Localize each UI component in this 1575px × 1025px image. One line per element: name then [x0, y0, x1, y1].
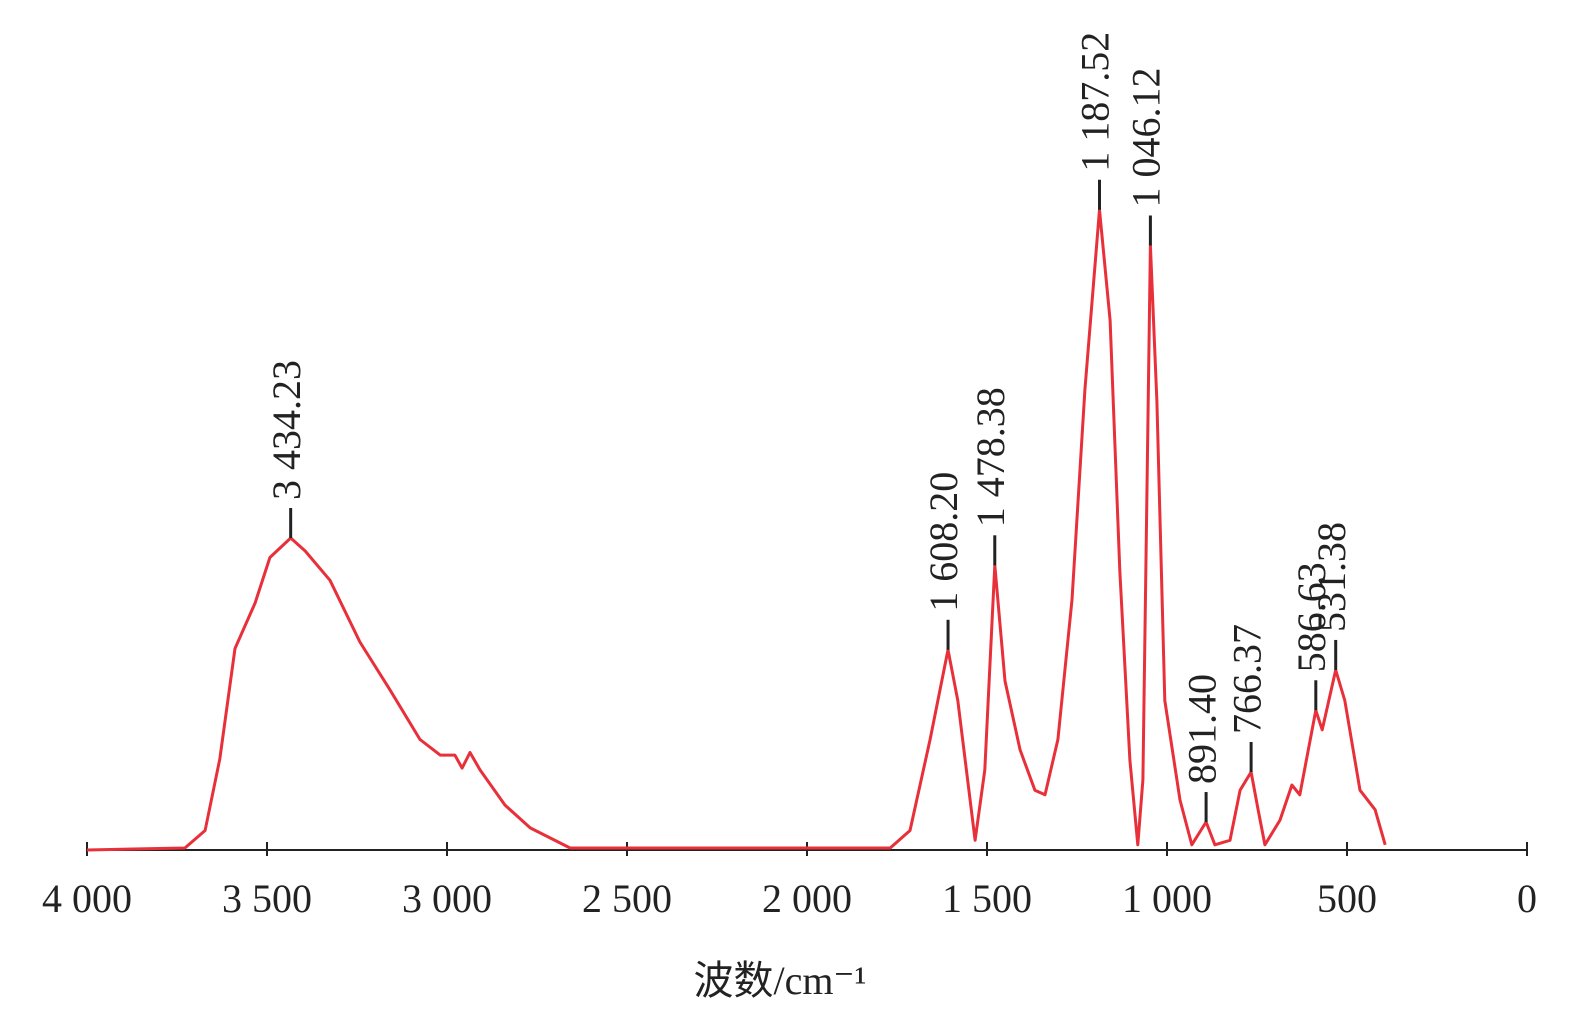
peak-label: 531.38: [1309, 522, 1354, 632]
peak-label: 1 046.12: [1124, 68, 1169, 208]
x-tick-label: 1 500: [942, 876, 1032, 921]
x-tick-label: 2 000: [762, 876, 852, 921]
peak-label: 766.37: [1224, 624, 1269, 734]
x-tick-label: 2 500: [582, 876, 672, 921]
peak-label: 1 478.38: [968, 387, 1013, 527]
x-tick-label: 1 000: [1122, 876, 1212, 921]
spectrum-line: [86, 208, 1387, 852]
peak-label: 586.63: [1289, 562, 1334, 672]
x-tick-label: 500: [1317, 876, 1377, 921]
x-tick-label: 3 000: [402, 876, 492, 921]
x-tick-label: 3 500: [222, 876, 312, 921]
peak-label: 1 608.20: [921, 472, 966, 612]
peak-label: 891.40: [1179, 674, 1224, 784]
x-axis-title: 波数/cm⁻¹: [693, 958, 866, 1003]
x-tick-label: 0: [1517, 876, 1537, 921]
peak-label: 1 187.52: [1073, 32, 1118, 172]
peak-label: 3 434.23: [264, 360, 309, 500]
x-tick-label: 4 000: [42, 876, 132, 921]
